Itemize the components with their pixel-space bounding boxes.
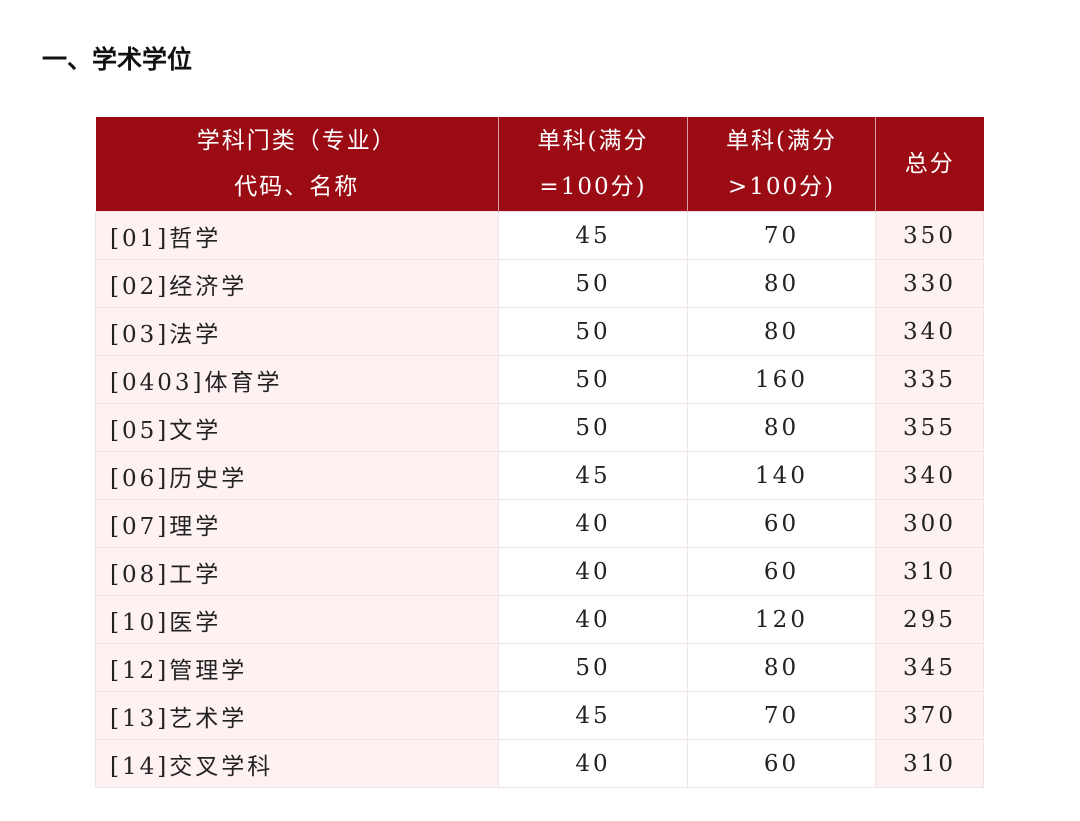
cell-single-over-100: 80 bbox=[687, 643, 876, 692]
header-line: 学科门类（专业） bbox=[196, 128, 397, 154]
header-line: 代码、名称 bbox=[234, 174, 360, 200]
header-line: 单科(满分 bbox=[537, 128, 649, 154]
cell-total: 345 bbox=[875, 643, 984, 692]
cell-single-over-100: 120 bbox=[687, 595, 876, 644]
header-discipline: 学科门类（专业） 代码、名称 bbox=[95, 117, 499, 212]
cell-single-100: 50 bbox=[498, 259, 688, 308]
cell-discipline: [0403]体育学 bbox=[95, 355, 499, 404]
cell-single-100: 45 bbox=[498, 691, 688, 740]
cell-total: 330 bbox=[875, 259, 984, 308]
cell-discipline: [03]法学 bbox=[95, 307, 499, 356]
header-line: 总分 bbox=[904, 151, 955, 177]
cell-discipline: [08]工学 bbox=[95, 547, 499, 596]
header-line: =100分) bbox=[539, 174, 647, 200]
cell-discipline: [13]艺术学 bbox=[95, 691, 499, 740]
cell-total: 295 bbox=[875, 595, 984, 644]
table-row: [12]管理学 50 80 345 bbox=[95, 643, 984, 692]
cell-single-100: 40 bbox=[498, 499, 688, 548]
cell-discipline: [12]管理学 bbox=[95, 643, 499, 692]
table-header-row: 学科门类（专业） 代码、名称 单科(满分 =100分) 单科(满分 >100分) 总分 bbox=[95, 117, 984, 212]
table-row: [14]交叉学科 40 60 310 bbox=[95, 739, 984, 788]
header-single-100: 单科(满分 =100分) bbox=[498, 117, 688, 212]
table-row: [03]法学 50 80 340 bbox=[95, 307, 984, 356]
cell-single-100: 40 bbox=[498, 547, 688, 596]
table-row: [06]历史学 45 140 340 bbox=[95, 451, 984, 500]
cell-total: 350 bbox=[875, 211, 984, 260]
cell-discipline: [14]交叉学科 bbox=[95, 739, 499, 788]
cell-single-100: 45 bbox=[498, 451, 688, 500]
cell-total: 310 bbox=[875, 739, 984, 788]
cell-single-100: 50 bbox=[498, 643, 688, 692]
cell-single-over-100: 60 bbox=[687, 739, 876, 788]
header-total: 总分 bbox=[875, 117, 984, 212]
cell-single-100: 50 bbox=[498, 355, 688, 404]
cell-single-over-100: 60 bbox=[687, 547, 876, 596]
table-row: [07]理学 40 60 300 bbox=[95, 499, 984, 548]
section-title: 一、学术学位 bbox=[42, 45, 193, 74]
cell-discipline: [02]经济学 bbox=[95, 259, 499, 308]
cell-total: 370 bbox=[875, 691, 984, 740]
cell-single-over-100: 80 bbox=[687, 259, 876, 308]
header-line: 单科(满分 bbox=[726, 128, 837, 154]
cell-total: 340 bbox=[875, 307, 984, 356]
cell-total: 340 bbox=[875, 451, 984, 500]
table-row: [02]经济学 50 80 330 bbox=[95, 259, 984, 308]
cell-single-over-100: 70 bbox=[687, 691, 876, 740]
cell-total: 355 bbox=[875, 403, 984, 452]
cell-total: 310 bbox=[875, 547, 984, 596]
cell-single-100: 50 bbox=[498, 403, 688, 452]
table-row: [10]医学 40 120 295 bbox=[95, 595, 984, 644]
cell-discipline: [06]历史学 bbox=[95, 451, 499, 500]
score-table: 学科门类（专业） 代码、名称 单科(满分 =100分) 单科(满分 >100分) 总分 [0… bbox=[95, 117, 984, 788]
table-row: [0403]体育学 50 160 335 bbox=[95, 355, 984, 404]
cell-discipline: [01]哲学 bbox=[95, 211, 499, 260]
cell-single-100: 40 bbox=[498, 595, 688, 644]
cell-single-over-100: 160 bbox=[687, 355, 876, 404]
header-line: >100分) bbox=[727, 174, 836, 200]
table-row: [13]艺术学 45 70 370 bbox=[95, 691, 984, 740]
table-row: [01]哲学 45 70 350 bbox=[95, 211, 984, 260]
cell-single-over-100: 80 bbox=[687, 403, 876, 452]
cell-discipline: [05]文学 bbox=[95, 403, 499, 452]
cell-single-over-100: 70 bbox=[687, 211, 876, 260]
cell-single-over-100: 80 bbox=[687, 307, 876, 356]
table-row: [08]工学 40 60 310 bbox=[95, 547, 984, 596]
cell-discipline: [10]医学 bbox=[95, 595, 499, 644]
cell-single-over-100: 140 bbox=[687, 451, 876, 500]
cell-single-100: 40 bbox=[498, 739, 688, 788]
cell-single-100: 50 bbox=[498, 307, 688, 356]
cell-single-over-100: 60 bbox=[687, 499, 876, 548]
cell-total: 300 bbox=[875, 499, 984, 548]
cell-single-100: 45 bbox=[498, 211, 688, 260]
header-single-over-100: 单科(满分 >100分) bbox=[687, 117, 876, 212]
table-row: [05]文学 50 80 355 bbox=[95, 403, 984, 452]
cell-total: 335 bbox=[875, 355, 984, 404]
cell-discipline: [07]理学 bbox=[95, 499, 499, 548]
